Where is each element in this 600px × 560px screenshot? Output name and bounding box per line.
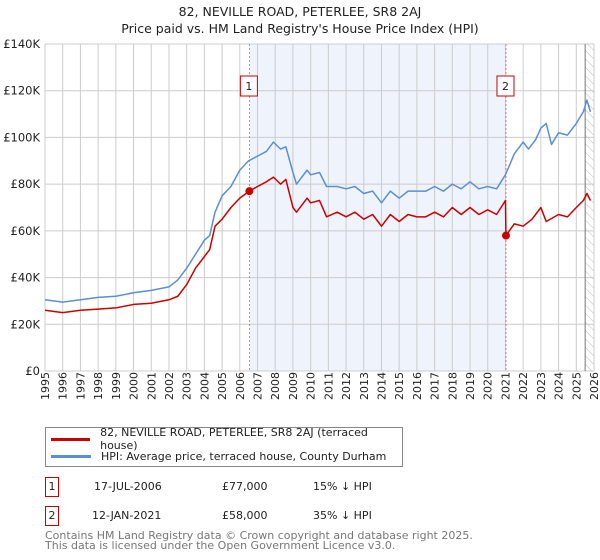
x-tick-label: 2017 bbox=[429, 372, 442, 400]
legend-swatch-blue bbox=[51, 454, 91, 458]
y-tick-label: £120K bbox=[3, 84, 40, 98]
legend-item-hpi: HPI: Average price, terraced house, Coun… bbox=[51, 448, 386, 464]
series-line bbox=[44, 176, 592, 314]
legend-label-property: 82, NEVILLE ROAD, PETERLEE, SR8 2AJ (ter… bbox=[100, 426, 368, 452]
legend-label-hpi: HPI: Average price, terraced house, Coun… bbox=[101, 449, 387, 463]
x-tick-label: 2022 bbox=[517, 372, 530, 400]
x-tick-label: 2010 bbox=[305, 372, 318, 400]
sale-label-box bbox=[239, 75, 258, 97]
x-tick-label: 2005 bbox=[216, 372, 229, 400]
sale-date: 17-JUL-2006 bbox=[94, 480, 162, 493]
legend-swatch-red bbox=[51, 437, 91, 441]
sale-label: 1 bbox=[245, 80, 252, 93]
y-tick-label: £20K bbox=[11, 317, 41, 331]
sale-hpi-diff: 15% ↓ HPI bbox=[313, 480, 372, 493]
chart-subtitle: Price paid vs. HM Land Registry's House … bbox=[121, 21, 479, 36]
x-tick-label: 2014 bbox=[375, 372, 388, 400]
y-tick-label: £60K bbox=[11, 224, 41, 238]
x-tick-label: 2021 bbox=[499, 372, 512, 400]
sale-point bbox=[501, 231, 510, 240]
x-tick-label: 2002 bbox=[163, 372, 176, 400]
x-tick-label: 2012 bbox=[340, 372, 353, 400]
sale-point bbox=[245, 187, 254, 196]
sale-price: £77,000 bbox=[222, 480, 268, 493]
x-tick-label: 2006 bbox=[234, 372, 247, 400]
footer-copyright: Contains HM Land Registry data © Crown c… bbox=[45, 529, 473, 542]
x-tick-label: 2013 bbox=[358, 372, 371, 400]
sale-marker-1: 1 bbox=[45, 477, 59, 497]
chart-title: 82, NEVILLE ROAD, PETERLEE, SR8 2AJ bbox=[178, 4, 422, 19]
x-tick-label: 2015 bbox=[393, 372, 406, 400]
x-tick-label: 1999 bbox=[110, 372, 123, 400]
sale-hpi-diff: 35% ↓ HPI bbox=[313, 509, 372, 522]
x-tick-label: 1997 bbox=[74, 372, 87, 400]
x-tick-label: 1998 bbox=[92, 372, 105, 400]
x-tick-label: 2020 bbox=[482, 372, 495, 400]
footer-licence: This data is licensed under the Open Gov… bbox=[45, 539, 396, 552]
x-tick-label: 2016 bbox=[411, 372, 424, 400]
x-tick-label: 2008 bbox=[269, 372, 282, 400]
x-tick-label: 1995 bbox=[39, 372, 52, 400]
x-tick-label: 2023 bbox=[535, 372, 548, 400]
legend: 82, NEVILLE ROAD, PETERLEE, SR8 2AJ (ter… bbox=[45, 426, 403, 467]
x-tick-label: 2011 bbox=[322, 372, 335, 400]
x-tick-label: 2024 bbox=[553, 372, 566, 400]
x-tick-label: 2025 bbox=[570, 372, 583, 400]
x-tick-label: 2009 bbox=[287, 372, 300, 400]
x-tick-label: 2003 bbox=[181, 372, 194, 400]
forecast-hatch bbox=[585, 44, 594, 371]
series-line bbox=[44, 99, 592, 303]
ownership-shade bbox=[249, 44, 506, 371]
x-tick-label: 2026 bbox=[588, 372, 600, 400]
x-tick-label: 2001 bbox=[145, 372, 158, 400]
y-tick-label: £80K bbox=[11, 177, 41, 191]
y-tick-label: £40K bbox=[11, 271, 41, 285]
sale-marker-2: 2 bbox=[45, 506, 59, 526]
sale-price: £58,000 bbox=[222, 509, 268, 522]
footer: Contains HM Land Registry data © Crown c… bbox=[45, 529, 473, 552]
y-tick-label: £0 bbox=[25, 364, 40, 378]
price-chart: 1995 1996 1997 1998 1999 2000 2001 2002 2003 2004… bbox=[3, 37, 600, 400]
x-tick-label: 2004 bbox=[198, 372, 211, 400]
legend-item-property: 82, NEVILLE ROAD, PETERLEE, SR8 2AJ (ter… bbox=[51, 426, 402, 452]
y-tick-label: £100K bbox=[3, 130, 40, 144]
x-tick-label: 2000 bbox=[128, 372, 141, 400]
x-tick-label: 2007 bbox=[252, 372, 265, 400]
x-tick-label: 1996 bbox=[57, 372, 70, 400]
x-tick-label: 2019 bbox=[464, 372, 477, 400]
y-tick-label: £140K bbox=[3, 37, 40, 51]
x-tick-label: 2018 bbox=[446, 372, 459, 400]
sale-label: 2 bbox=[502, 80, 509, 93]
sale-date: 12-JAN-2021 bbox=[92, 509, 162, 522]
sale-label-box bbox=[496, 75, 515, 97]
